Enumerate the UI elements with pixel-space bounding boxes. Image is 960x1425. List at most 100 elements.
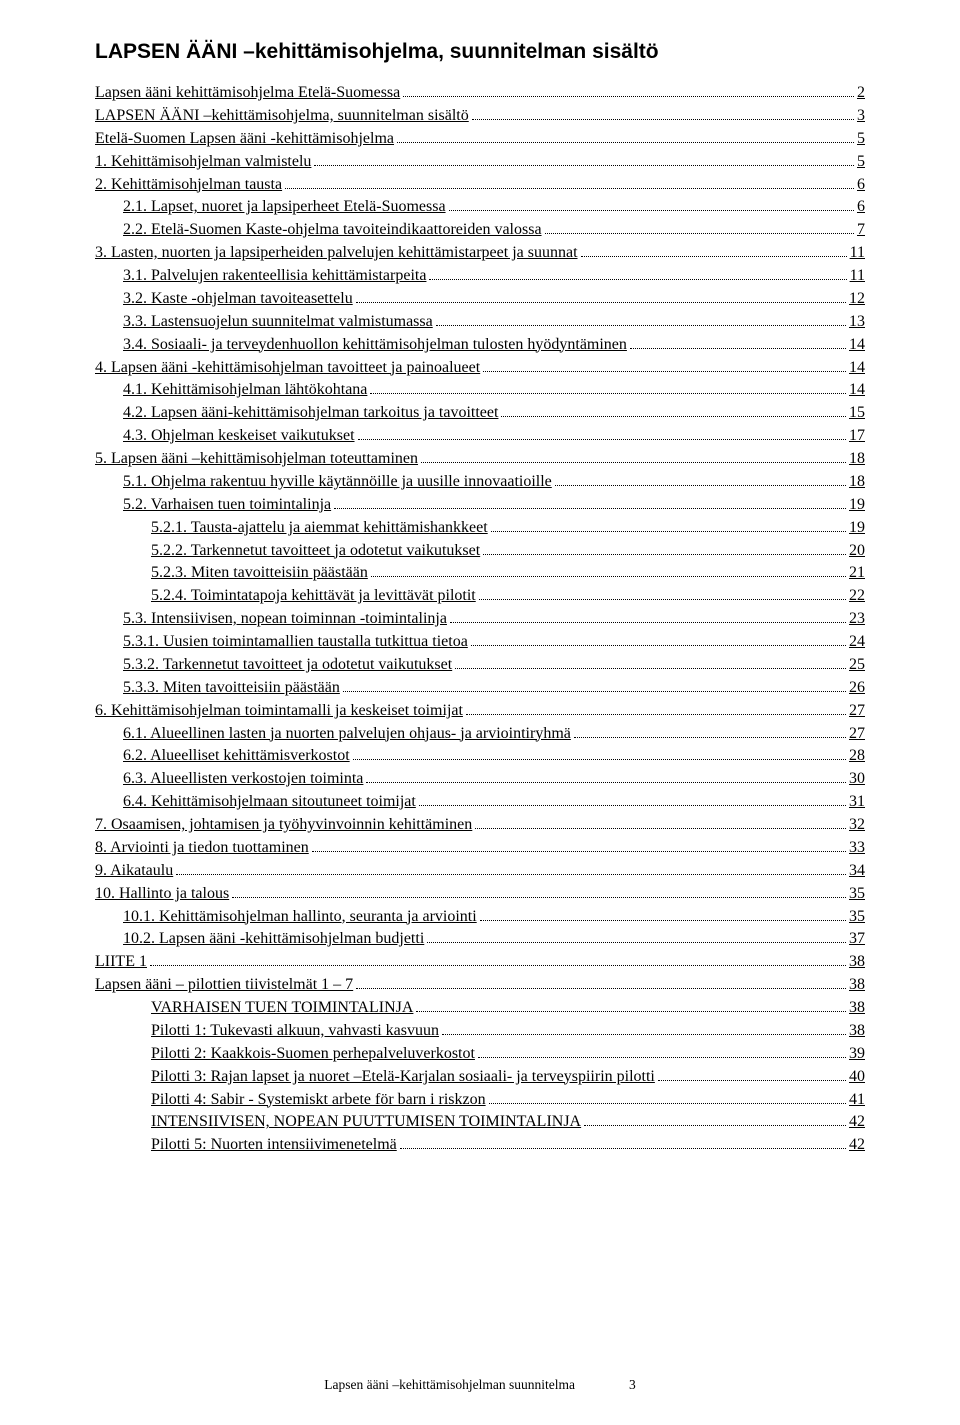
toc-entry[interactable]: 10.2. Lapsen ääni -kehittämisohjelman bu… (95, 928, 865, 951)
toc-entry[interactable]: 5.3.1. Uusien toimintamallien taustalla … (95, 631, 865, 654)
toc-entry-label: 4.3. Ohjelman keskeiset vaikutukset (123, 425, 355, 448)
toc-dot-leader (429, 279, 846, 280)
toc-entry[interactable]: 3.4. Sosiaali- ja terveydenhuollon kehit… (95, 334, 865, 357)
toc-entry[interactable]: 5.2.4. Toimintatapoja kehittävät ja levi… (95, 585, 865, 608)
toc-entry[interactable]: 6.1. Alueellinen lasten ja nuorten palve… (95, 723, 865, 746)
toc-entry-page: 42 (849, 1134, 865, 1157)
toc-entry[interactable]: 6.3. Alueellisten verkostojen toiminta30 (95, 768, 865, 791)
toc-entry[interactable]: LAPSEN ÄÄNI –kehittämisohjelma, suunnite… (95, 105, 865, 128)
toc-entry[interactable]: 4.3. Ohjelman keskeiset vaikutukset 17 (95, 425, 865, 448)
toc-entry[interactable]: Lapsen ääni kehittämisohjelma Etelä-Suom… (95, 82, 865, 105)
toc-entry[interactable]: Pilotti 3: Rajan lapset ja nuoret –Etelä… (95, 1066, 865, 1089)
footer-page-number: 3 (629, 1377, 636, 1392)
toc-entry[interactable]: 2.1. Lapset, nuoret ja lapsiperheet Etel… (95, 196, 865, 219)
toc-entry[interactable]: Pilotti 5: Nuorten intensiivimenetelmä42 (95, 1134, 865, 1157)
toc-entry-label: 2.1. Lapset, nuoret ja lapsiperheet Etel… (123, 196, 446, 219)
toc-entry[interactable]: 5.3. Intensiivisen, nopean toiminnan -to… (95, 608, 865, 631)
toc-entry[interactable]: 9. Aikataulu34 (95, 860, 865, 883)
toc-entry-page: 35 (849, 906, 865, 929)
toc-dot-leader (356, 988, 846, 989)
toc-dot-leader (455, 668, 846, 669)
toc-entry-label: Pilotti 4: Sabir - Systemiskt arbete för… (151, 1089, 486, 1112)
toc-entry[interactable]: 6. Kehittämisohjelman toimintamalli ja k… (95, 700, 865, 723)
toc-entry-page: 14 (849, 334, 865, 357)
toc-entry-label: 10.1. Kehittämisohjelman hallinto, seura… (123, 906, 477, 929)
toc-entry[interactable]: 8. Arviointi ja tiedon tuottaminen33 (95, 837, 865, 860)
toc-entry-page: 6 (857, 196, 865, 219)
toc-entry[interactable]: 4.2. Lapsen ääni-kehittämisohjelman tark… (95, 402, 865, 425)
toc-entry-page: 31 (849, 791, 865, 814)
toc-entry[interactable]: 5.2.1. Tausta-ajattelu ja aiemmat kehitt… (95, 517, 865, 540)
toc-dot-leader (491, 531, 846, 532)
toc-entry[interactable]: LIITE 138 (95, 951, 865, 974)
toc-entry[interactable]: Pilotti 1: Tukevasti alkuun, vahvasti ka… (95, 1020, 865, 1043)
toc-dot-leader (436, 325, 846, 326)
toc-entry[interactable]: 5.2.2. Tarkennetut tavoitteet ja odotetu… (95, 540, 865, 563)
toc-entry[interactable]: 5.2.3. Miten tavoitteisiin päästään21 (95, 562, 865, 585)
toc-entry[interactable]: INTENSIIVISEN, NOPEAN PUUTTUMISEN TOIMIN… (95, 1111, 865, 1134)
toc-entry[interactable]: 7. Osaamisen, johtamisen ja työhyvinvoin… (95, 814, 865, 837)
toc-entry-page: 38 (849, 1020, 865, 1043)
toc-dot-leader (658, 1080, 846, 1081)
toc-entry-label: 5.3.3. Miten tavoitteisiin päästään (123, 677, 340, 700)
toc-dot-leader (489, 1103, 846, 1104)
toc-entry-label: 6.1. Alueellinen lasten ja nuorten palve… (123, 723, 571, 746)
toc-entry-label: 6.3. Alueellisten verkostojen toiminta (123, 768, 363, 791)
toc-dot-leader (483, 554, 846, 555)
toc-dot-leader (480, 920, 846, 921)
toc-entry-page: 41 (849, 1089, 865, 1112)
table-of-contents: Lapsen ääni kehittämisohjelma Etelä-Suom… (95, 82, 865, 1157)
toc-entry-label: 4.2. Lapsen ääni-kehittämisohjelman tark… (123, 402, 498, 425)
toc-entry-page: 26 (849, 677, 865, 700)
toc-dot-leader (466, 714, 846, 715)
toc-entry[interactable]: 10. Hallinto ja talous35 (95, 883, 865, 906)
toc-entry-page: 17 (849, 425, 865, 448)
toc-entry-page: 23 (849, 608, 865, 631)
toc-entry[interactable]: 10.1. Kehittämisohjelman hallinto, seura… (95, 906, 865, 929)
toc-entry[interactable]: 3.3. Lastensuojelun suunnitelmat valmist… (95, 311, 865, 334)
toc-entry[interactable]: 5.2. Varhaisen tuen toimintalinja19 (95, 494, 865, 517)
footer: Lapsen ääni –kehittämisohjelman suunnite… (0, 1377, 960, 1393)
toc-dot-leader (450, 622, 846, 623)
toc-dot-leader (358, 439, 846, 440)
toc-entry[interactable]: 2. Kehittämisohjelman tausta6 (95, 174, 865, 197)
toc-entry[interactable]: Pilotti 4: Sabir - Systemiskt arbete för… (95, 1089, 865, 1112)
toc-entry[interactable]: 3.2. Kaste -ohjelman tavoiteasettelu12 (95, 288, 865, 311)
toc-entry-page: 3 (857, 105, 865, 128)
toc-dot-leader (555, 485, 846, 486)
toc-entry[interactable]: 6.2. Alueelliset kehittämisverkostot28 (95, 745, 865, 768)
toc-entry[interactable]: 5.3.3. Miten tavoitteisiin päästään 26 (95, 677, 865, 700)
toc-entry-label: VARHAISEN TUEN TOIMINTALINJA (151, 997, 413, 1020)
toc-entry-page: 21 (849, 562, 865, 585)
toc-dot-leader (581, 256, 847, 257)
toc-entry-page: 40 (849, 1066, 865, 1089)
toc-dot-leader (334, 508, 846, 509)
toc-dot-leader (285, 188, 854, 189)
toc-entry-label: 3.1. Palvelujen rakenteellisia kehittämi… (123, 265, 426, 288)
toc-entry[interactable]: 5.3.2. Tarkennetut tavoitteet ja odotetu… (95, 654, 865, 677)
toc-entry-page: 35 (849, 883, 865, 906)
toc-entry-label: 3.2. Kaste -ohjelman tavoiteasettelu (123, 288, 353, 311)
toc-entry[interactable]: VARHAISEN TUEN TOIMINTALINJA38 (95, 997, 865, 1020)
toc-dot-leader (356, 302, 846, 303)
toc-entry-page: 39 (849, 1043, 865, 1066)
toc-dot-leader (584, 1125, 846, 1126)
toc-entry-page: 38 (849, 974, 865, 997)
toc-entry-label: 3.3. Lastensuojelun suunnitelmat valmist… (123, 311, 433, 334)
toc-entry[interactable]: 1. Kehittämisohjelman valmistelu5 (95, 151, 865, 174)
toc-dot-leader (232, 897, 846, 898)
toc-entry-page: 2 (857, 82, 865, 105)
toc-entry[interactable]: Etelä-Suomen Lapsen ääni -kehittämisohje… (95, 128, 865, 151)
toc-dot-leader (478, 1057, 846, 1058)
toc-entry[interactable]: 2.2. Etelä-Suomen Kaste-ohjelma tavoitei… (95, 219, 865, 242)
toc-entry[interactable]: Lapsen ääni – pilottien tiivistelmät 1 –… (95, 974, 865, 997)
toc-entry[interactable]: 4. Lapsen ääni -kehittämisohjelman tavoi… (95, 357, 865, 380)
toc-entry[interactable]: 6.4. Kehittämisohjelmaan sitoutuneet toi… (95, 791, 865, 814)
toc-entry[interactable]: 5. Lapsen ääni –kehittämisohjelman toteu… (95, 448, 865, 471)
toc-dot-leader (574, 737, 846, 738)
toc-entry[interactable]: 5.1. Ohjelma rakentuu hyville käytännöil… (95, 471, 865, 494)
toc-entry[interactable]: 3.1. Palvelujen rakenteellisia kehittämi… (95, 265, 865, 288)
toc-entry[interactable]: 4.1. Kehittämisohjelman lähtökohtana14 (95, 379, 865, 402)
toc-entry[interactable]: Pilotti 2: Kaakkois-Suomen perhepalveluv… (95, 1043, 865, 1066)
toc-entry[interactable]: 3. Lasten, nuorten ja lapsiperheiden pal… (95, 242, 865, 265)
